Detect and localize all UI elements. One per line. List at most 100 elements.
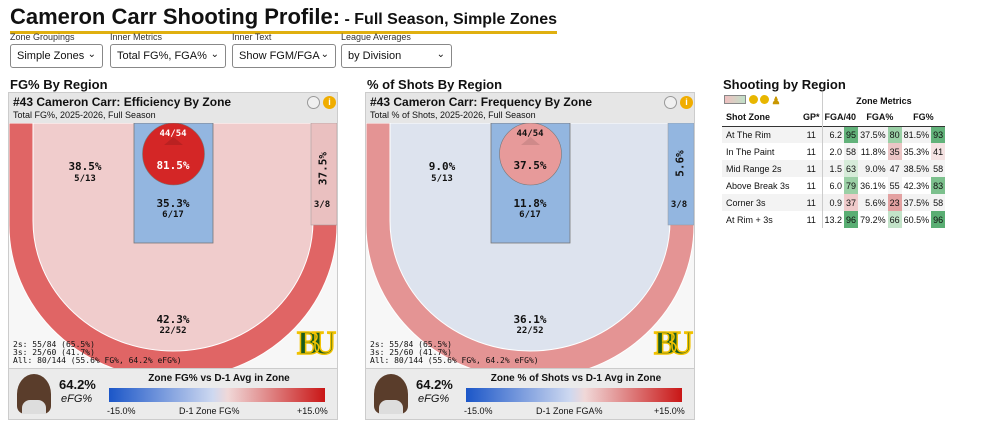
paint-frac: 6/17 bbox=[519, 210, 541, 220]
card-footer: 64.2% eFG% Zone FG% vs D-1 Avg in Zone -… bbox=[9, 368, 337, 419]
fg-by-region-heading: FG% By Region bbox=[10, 77, 108, 92]
league-averages-select[interactable]: by Division ⌄ bbox=[341, 44, 452, 68]
fg-score: 41 bbox=[931, 143, 946, 160]
zone-name: Mid Range 2s bbox=[726, 163, 782, 174]
fgap-score: 23 bbox=[887, 194, 902, 211]
efg-label: eFG% bbox=[61, 393, 93, 405]
fga40-value: 0.9 bbox=[821, 194, 845, 211]
fg-score: 58 bbox=[931, 160, 946, 177]
avatar bbox=[17, 374, 51, 414]
inner-metrics-select[interactable]: Total FG%, FGA% ⌄ bbox=[110, 44, 226, 68]
card-subtitle: Total % of Shots, 2025-2026, Full Season bbox=[370, 110, 536, 120]
toggle-circle-icon[interactable] bbox=[664, 96, 677, 109]
col-gp[interactable]: GP* bbox=[803, 112, 820, 123]
title-main: Cameron Carr Shooting Profile: bbox=[10, 4, 341, 29]
card-title: #43 Cameron Carr: Efficiency By Zone bbox=[13, 95, 232, 109]
efg-label: eFG% bbox=[418, 393, 450, 405]
inner-text-value: Show FGM/FGA bbox=[239, 50, 320, 62]
table-row[interactable]: Above Break 3s 11 6.0 79 36.1% 55 42.3% 83 bbox=[722, 177, 946, 194]
zone-name: In The Paint bbox=[726, 146, 775, 157]
legend-gradient bbox=[466, 388, 682, 402]
baylor-logo: BU bbox=[653, 324, 694, 363]
fga40-score: 95 bbox=[844, 126, 859, 143]
zone-metrics-header: Zone Metrics bbox=[821, 92, 946, 109]
shooting-table: ♟ Zone Metrics Shot Zone GP* FGA/40 FGA%… bbox=[722, 92, 946, 228]
zone-rim bbox=[499, 123, 562, 186]
legend-mid: D-1 Zone FGA% bbox=[536, 406, 603, 416]
shooting-table-wrap: ♟ Zone Metrics Shot Zone GP* FGA/40 FGA%… bbox=[722, 92, 988, 228]
fga40-value: 2.0 bbox=[821, 143, 845, 160]
info-icon[interactable]: i bbox=[323, 96, 336, 109]
col-fga40[interactable]: FGA/40 bbox=[821, 109, 859, 126]
table-row[interactable]: At The Rim 11 6.2 95 37.5% 80 81.5% 93 bbox=[722, 126, 946, 143]
zone-corner-3 bbox=[667, 123, 694, 226]
fg-score: 93 bbox=[931, 126, 946, 143]
table-row[interactable]: Mid Range 2s 11 1.5 63 9.0% 47 38.5% 58 bbox=[722, 160, 946, 177]
card-header: #43 Cameron Carr: Frequency By Zone Tota… bbox=[366, 93, 694, 123]
shot-court bbox=[9, 123, 337, 368]
zone-name: Corner 3s bbox=[726, 197, 766, 208]
corner-frac: 3/8 bbox=[313, 200, 331, 210]
legend-max: +15.0% bbox=[654, 406, 685, 416]
fga40-score: 96 bbox=[844, 211, 859, 228]
legend-gradient bbox=[109, 388, 325, 402]
zone-name: Above Break 3s bbox=[726, 180, 790, 191]
fg-score: 58 bbox=[931, 194, 946, 211]
chevron-down-icon: ⌄ bbox=[87, 49, 96, 60]
pct-shots-heading: % of Shots By Region bbox=[367, 77, 503, 92]
efg-value: 64.2% bbox=[416, 377, 453, 392]
fga40-value: 1.5 bbox=[821, 160, 845, 177]
rim-pct: 37.5% bbox=[513, 159, 547, 172]
fgap-score: 66 bbox=[887, 211, 902, 228]
fg-score: 83 bbox=[931, 177, 946, 194]
gp-value: 11 bbox=[806, 197, 816, 208]
person-icon[interactable]: ♟ bbox=[771, 95, 781, 107]
fgap-score: 35 bbox=[887, 143, 902, 160]
fgap-value: 11.8% bbox=[860, 146, 886, 157]
zone-rim bbox=[142, 123, 205, 186]
twos-stat: 2s: 55/84 (65.5%) bbox=[370, 340, 452, 349]
gp-value: 11 bbox=[806, 146, 816, 157]
col-fgap[interactable]: FGA% bbox=[866, 112, 894, 123]
zone-groupings-select[interactable]: Simple Zones ⌄ bbox=[10, 44, 103, 68]
twos-stat: 2s: 55/84 (65.5%) bbox=[13, 340, 95, 349]
zone-name: At The Rim bbox=[726, 129, 771, 140]
fgap-value: 79.2% bbox=[860, 214, 886, 225]
efficiency-card: #43 Cameron Carr: Efficiency By Zone Tot… bbox=[8, 92, 338, 420]
table-icons: ♟ bbox=[722, 92, 801, 109]
col-fg[interactable]: FG% bbox=[913, 112, 934, 123]
inner-text-select[interactable]: Show FGM/FGA ⌄ bbox=[232, 44, 336, 68]
fg-value: 60.5% bbox=[903, 214, 930, 225]
coin-icon[interactable] bbox=[748, 94, 758, 104]
rim-frac: 44/54 bbox=[516, 129, 544, 139]
paint-frac: 6/17 bbox=[162, 210, 184, 220]
legend-title: Zone FG% vs D-1 Avg in Zone bbox=[148, 373, 290, 384]
fg-score: 96 bbox=[931, 211, 946, 228]
col-shot-zone[interactable]: Shot Zone bbox=[726, 112, 770, 123]
chevron-down-icon: ⌄ bbox=[210, 49, 219, 60]
toggle-circle-icon[interactable] bbox=[307, 96, 320, 109]
inner-metrics-value: Total FG%, FGA% bbox=[117, 50, 207, 62]
fga40-value: 6.0 bbox=[821, 177, 845, 194]
card-footer: 64.2% eFG% Zone % of Shots vs D-1 Avg in… bbox=[366, 368, 694, 419]
gp-value: 11 bbox=[806, 180, 816, 191]
all-stat: All: 80/144 (55.6% FG%, 64.2% eFG%) bbox=[13, 356, 182, 365]
info-icon[interactable]: i bbox=[680, 96, 693, 109]
frequency-card: #43 Cameron Carr: Frequency By Zone Tota… bbox=[365, 92, 695, 420]
coin-icon[interactable] bbox=[760, 94, 770, 104]
league-averages-value: by Division bbox=[348, 50, 402, 62]
legend-title: Zone % of Shots vs D-1 Avg in Zone bbox=[490, 373, 662, 384]
legend-min: -15.0% bbox=[107, 406, 136, 416]
mid-pct: 9.0% bbox=[428, 160, 456, 173]
inner-text-label: Inner Text bbox=[232, 32, 272, 42]
table-row[interactable]: At Rim + 3s 11 13.2 96 79.2% 66 60.5% 96 bbox=[722, 211, 946, 228]
table-row[interactable]: Corner 3s 11 0.9 37 5.6% 23 37.5% 58 bbox=[722, 194, 946, 211]
fgap-value: 37.5% bbox=[860, 129, 886, 140]
fgap-score: 55 bbox=[887, 177, 902, 194]
title-sub: - Full Season, Simple Zones bbox=[344, 11, 557, 28]
fga40-score: 37 bbox=[844, 194, 859, 211]
color-scale-icon[interactable] bbox=[724, 94, 746, 104]
table-row[interactable]: In The Paint 11 2.0 58 11.8% 35 35.3% 41 bbox=[722, 143, 946, 160]
above-frac: 22/52 bbox=[516, 326, 544, 336]
legend-max: +15.0% bbox=[297, 406, 328, 416]
